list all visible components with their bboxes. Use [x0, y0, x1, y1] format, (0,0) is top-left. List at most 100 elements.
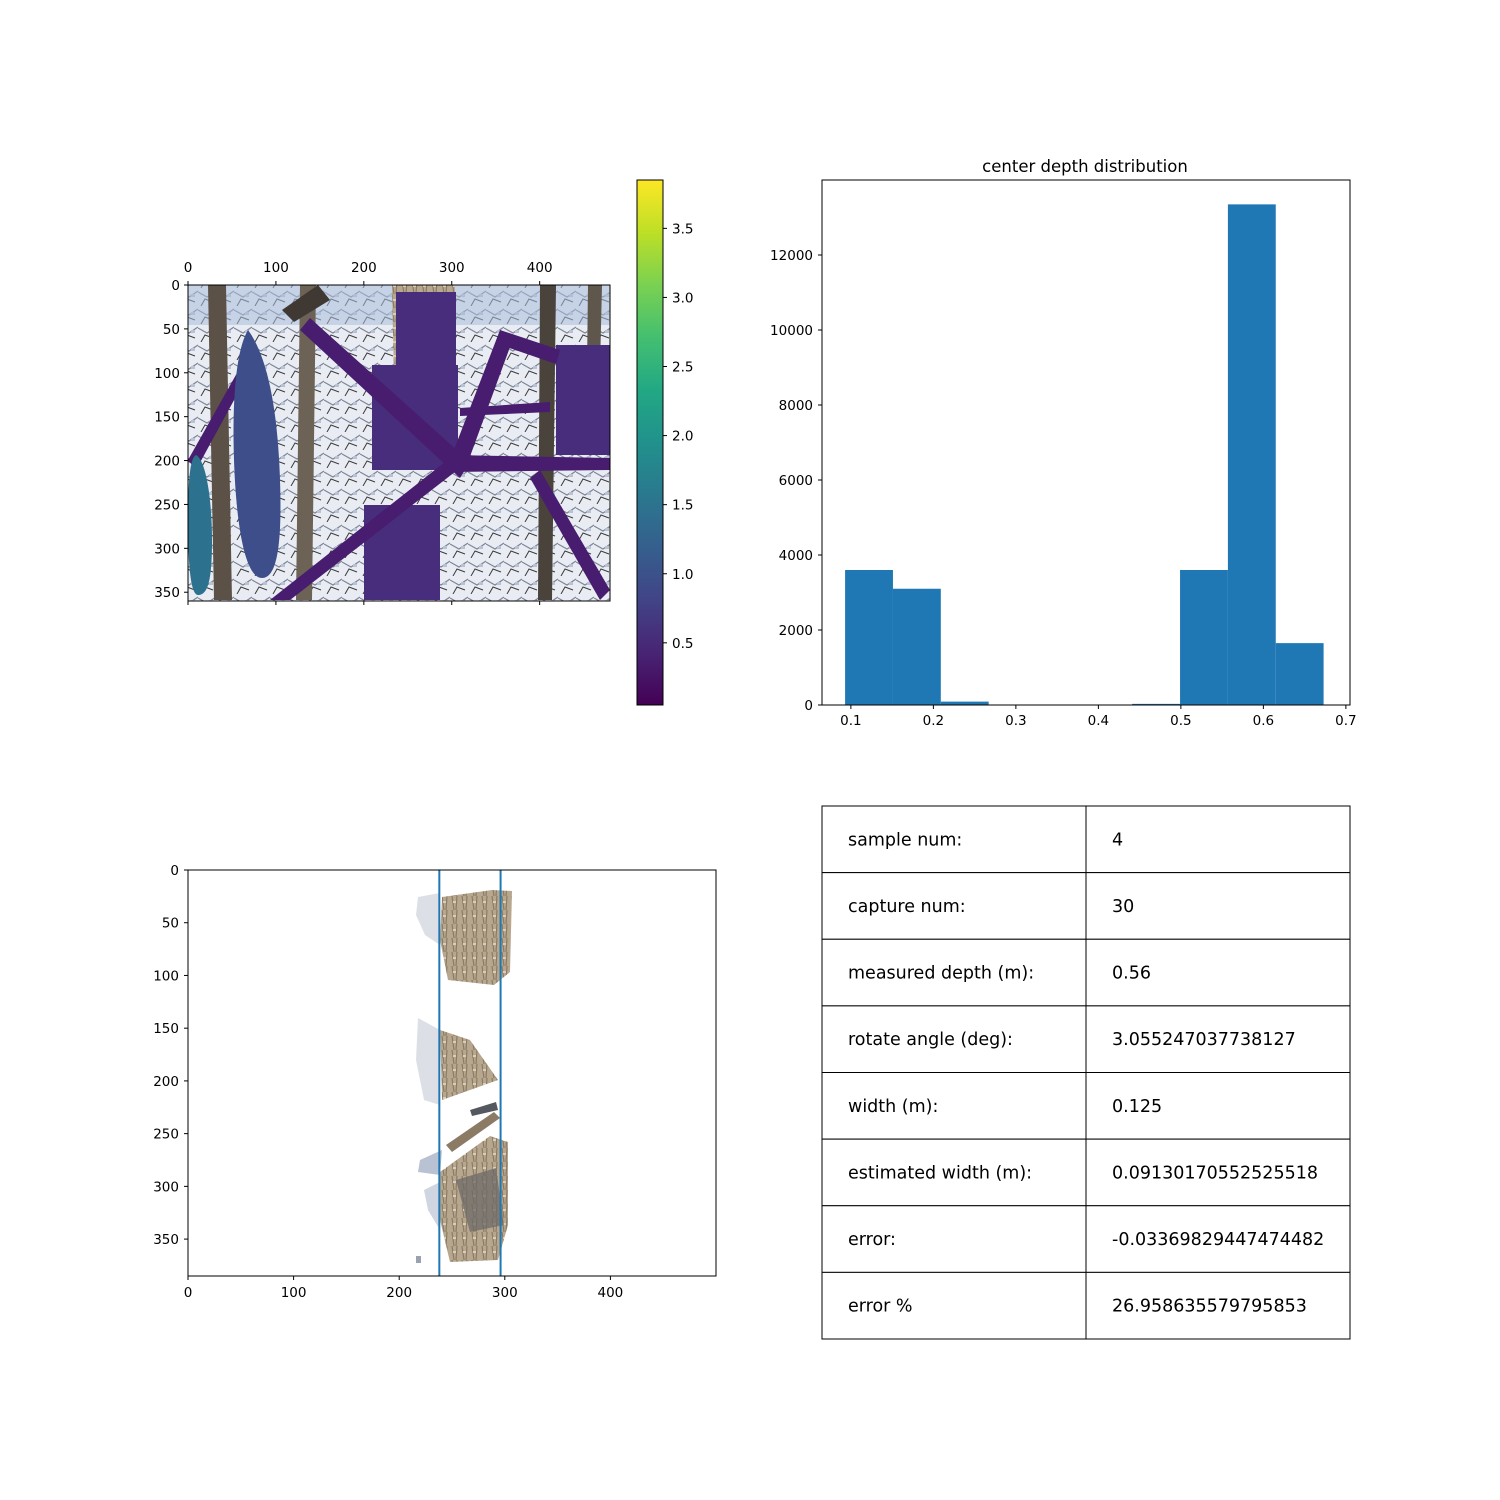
plot-frame — [821, 179, 1351, 706]
y-tick-label: 0 — [171, 278, 180, 294]
x-tick-label: 0.1 — [840, 713, 861, 729]
width-bound-lines — [438, 870, 502, 1276]
depth-region — [452, 330, 514, 462]
trunk-crop-panel: 0 100 200 300 400 0 50 100 150 200 250 300 350 — [153, 863, 717, 1301]
y-tick-label: 350 — [153, 1232, 179, 1248]
depth-region — [460, 402, 550, 416]
y-tick-label: 0 — [170, 863, 179, 879]
y-tick-label: 50 — [162, 916, 179, 932]
y-tick-label: 300 — [153, 1179, 179, 1195]
y-tick-label: 200 — [154, 454, 180, 470]
table-row-value: 0.125 — [1112, 1097, 1162, 1117]
x-tick-label: 100 — [263, 260, 289, 276]
histogram-bar — [1132, 703, 1181, 705]
bark-fragment — [440, 890, 512, 985]
table-row-label: measured depth (m): — [848, 964, 1034, 984]
x-tick-label: 0.7 — [1335, 713, 1356, 729]
results-table: sample num: 4 capture num: 30 measured depth… — [821, 805, 1351, 1340]
x-tick-label: 300 — [439, 260, 465, 276]
bark-fragment — [446, 1112, 500, 1152]
depth-region — [498, 330, 560, 364]
y-tick-label: 50 — [163, 322, 180, 338]
y-tick-label: 6000 — [779, 473, 813, 489]
table-cell — [1085, 805, 1351, 874]
y-ticks: 0 2000 4000 6000 8000 10000 12000 — [770, 248, 822, 714]
x-tick-label: 100 — [281, 1285, 307, 1301]
y-tick-label: 8000 — [779, 398, 813, 414]
y-tick-label: 150 — [154, 410, 180, 426]
table-row-label: capture num: — [848, 897, 966, 917]
x-tick-label: 0.3 — [1005, 713, 1026, 729]
snow-fragment — [416, 1256, 421, 1263]
depth-region — [364, 505, 440, 600]
y-tick-label: 0 — [804, 698, 813, 714]
x-tick-label: 200 — [386, 1285, 412, 1301]
bark-fragment — [470, 1102, 498, 1116]
x-tick-label: 400 — [527, 260, 553, 276]
bark-fragment — [440, 1030, 498, 1100]
y-tick-label: 250 — [153, 1127, 179, 1143]
table-cell — [821, 1205, 1087, 1273]
x-tick-label: 0.6 — [1253, 713, 1274, 729]
table-row-value: -0.03369829447474482 — [1112, 1230, 1324, 1250]
table-row-value: 26.958635579795853 — [1112, 1297, 1307, 1317]
table-row-value: 4 — [1112, 830, 1123, 850]
depth-region — [530, 470, 610, 600]
table-cell — [1085, 1271, 1351, 1340]
y-tick-label: 4000 — [779, 548, 813, 564]
y-tick-label: 250 — [154, 497, 180, 513]
depth-overlay-image — [188, 285, 610, 601]
y-tick-label: 100 — [154, 366, 180, 382]
histogram-bar — [892, 588, 941, 705]
depth-region — [188, 455, 212, 595]
table-row-label: width (m): — [848, 1097, 938, 1117]
histogram-bars — [845, 204, 1324, 705]
top-x-ticks: 0 100 200 300 400 — [184, 260, 553, 605]
colorbar: 0.5 1.0 1.5 2.0 2.5 3.0 3.5 — [636, 179, 693, 706]
table-cell — [821, 1271, 1087, 1340]
table-cell — [1085, 1205, 1351, 1273]
colorbar-tick-label: 2.5 — [672, 360, 693, 376]
table-row-label: sample num: — [848, 830, 962, 850]
colorbar-ticks: 0.5 1.0 1.5 2.0 2.5 3.0 3.5 — [663, 221, 693, 652]
image-frame — [187, 284, 611, 602]
y-tick-label: 12000 — [770, 248, 813, 264]
table-row-value: 0.09130170552525518 — [1112, 1163, 1318, 1183]
x-tick-label: 0.2 — [923, 713, 944, 729]
y-tick-label: 10000 — [770, 323, 813, 339]
y-tick-label: 300 — [154, 541, 180, 557]
table-row-label: estimated width (m): — [848, 1163, 1032, 1183]
table-cell — [1085, 872, 1351, 940]
table-row-value: 30 — [1112, 897, 1134, 917]
table-cell — [1085, 938, 1351, 1007]
colorbar-tick-label: 3.5 — [672, 221, 693, 237]
x-tick-label: 0.4 — [1088, 713, 1109, 729]
x-ticks: 0 100 200 300 400 — [184, 1276, 623, 1301]
colorbar-gradient — [637, 180, 663, 705]
table-cell — [1085, 1138, 1351, 1207]
branch-shape — [282, 285, 330, 322]
table-row-label: error % — [848, 1297, 913, 1317]
y-tick-label: 100 — [153, 968, 179, 984]
histogram-bar — [940, 701, 989, 705]
trunk-crop-image — [416, 890, 512, 1263]
y-tick-label: 200 — [153, 1074, 179, 1090]
chart-title: center depth distribution — [982, 157, 1188, 176]
x-tick-label: 0 — [184, 260, 193, 276]
table-cell — [821, 872, 1087, 940]
trunk-shape — [538, 285, 556, 600]
x-tick-label: 0 — [184, 1285, 193, 1301]
colorbar-tick-label: 0.5 — [672, 636, 693, 652]
colorbar-tick-label: 3.0 — [672, 290, 693, 306]
x-tick-label: 200 — [351, 260, 377, 276]
table-cell — [821, 1072, 1087, 1140]
depth-region — [556, 345, 610, 455]
depth-region — [300, 318, 470, 478]
table-row-label: rotate angle (deg): — [848, 1030, 1013, 1050]
colorbar-frame — [636, 179, 664, 706]
histogram-bar — [1275, 643, 1324, 705]
y-ticks: 0 50 100 150 200 250 300 350 — [153, 863, 188, 1248]
snow-fragment — [416, 1018, 440, 1105]
table-cell — [1085, 1005, 1351, 1073]
x-ticks: 0.1 0.2 0.3 0.4 0.5 0.6 0.7 — [840, 705, 1357, 729]
